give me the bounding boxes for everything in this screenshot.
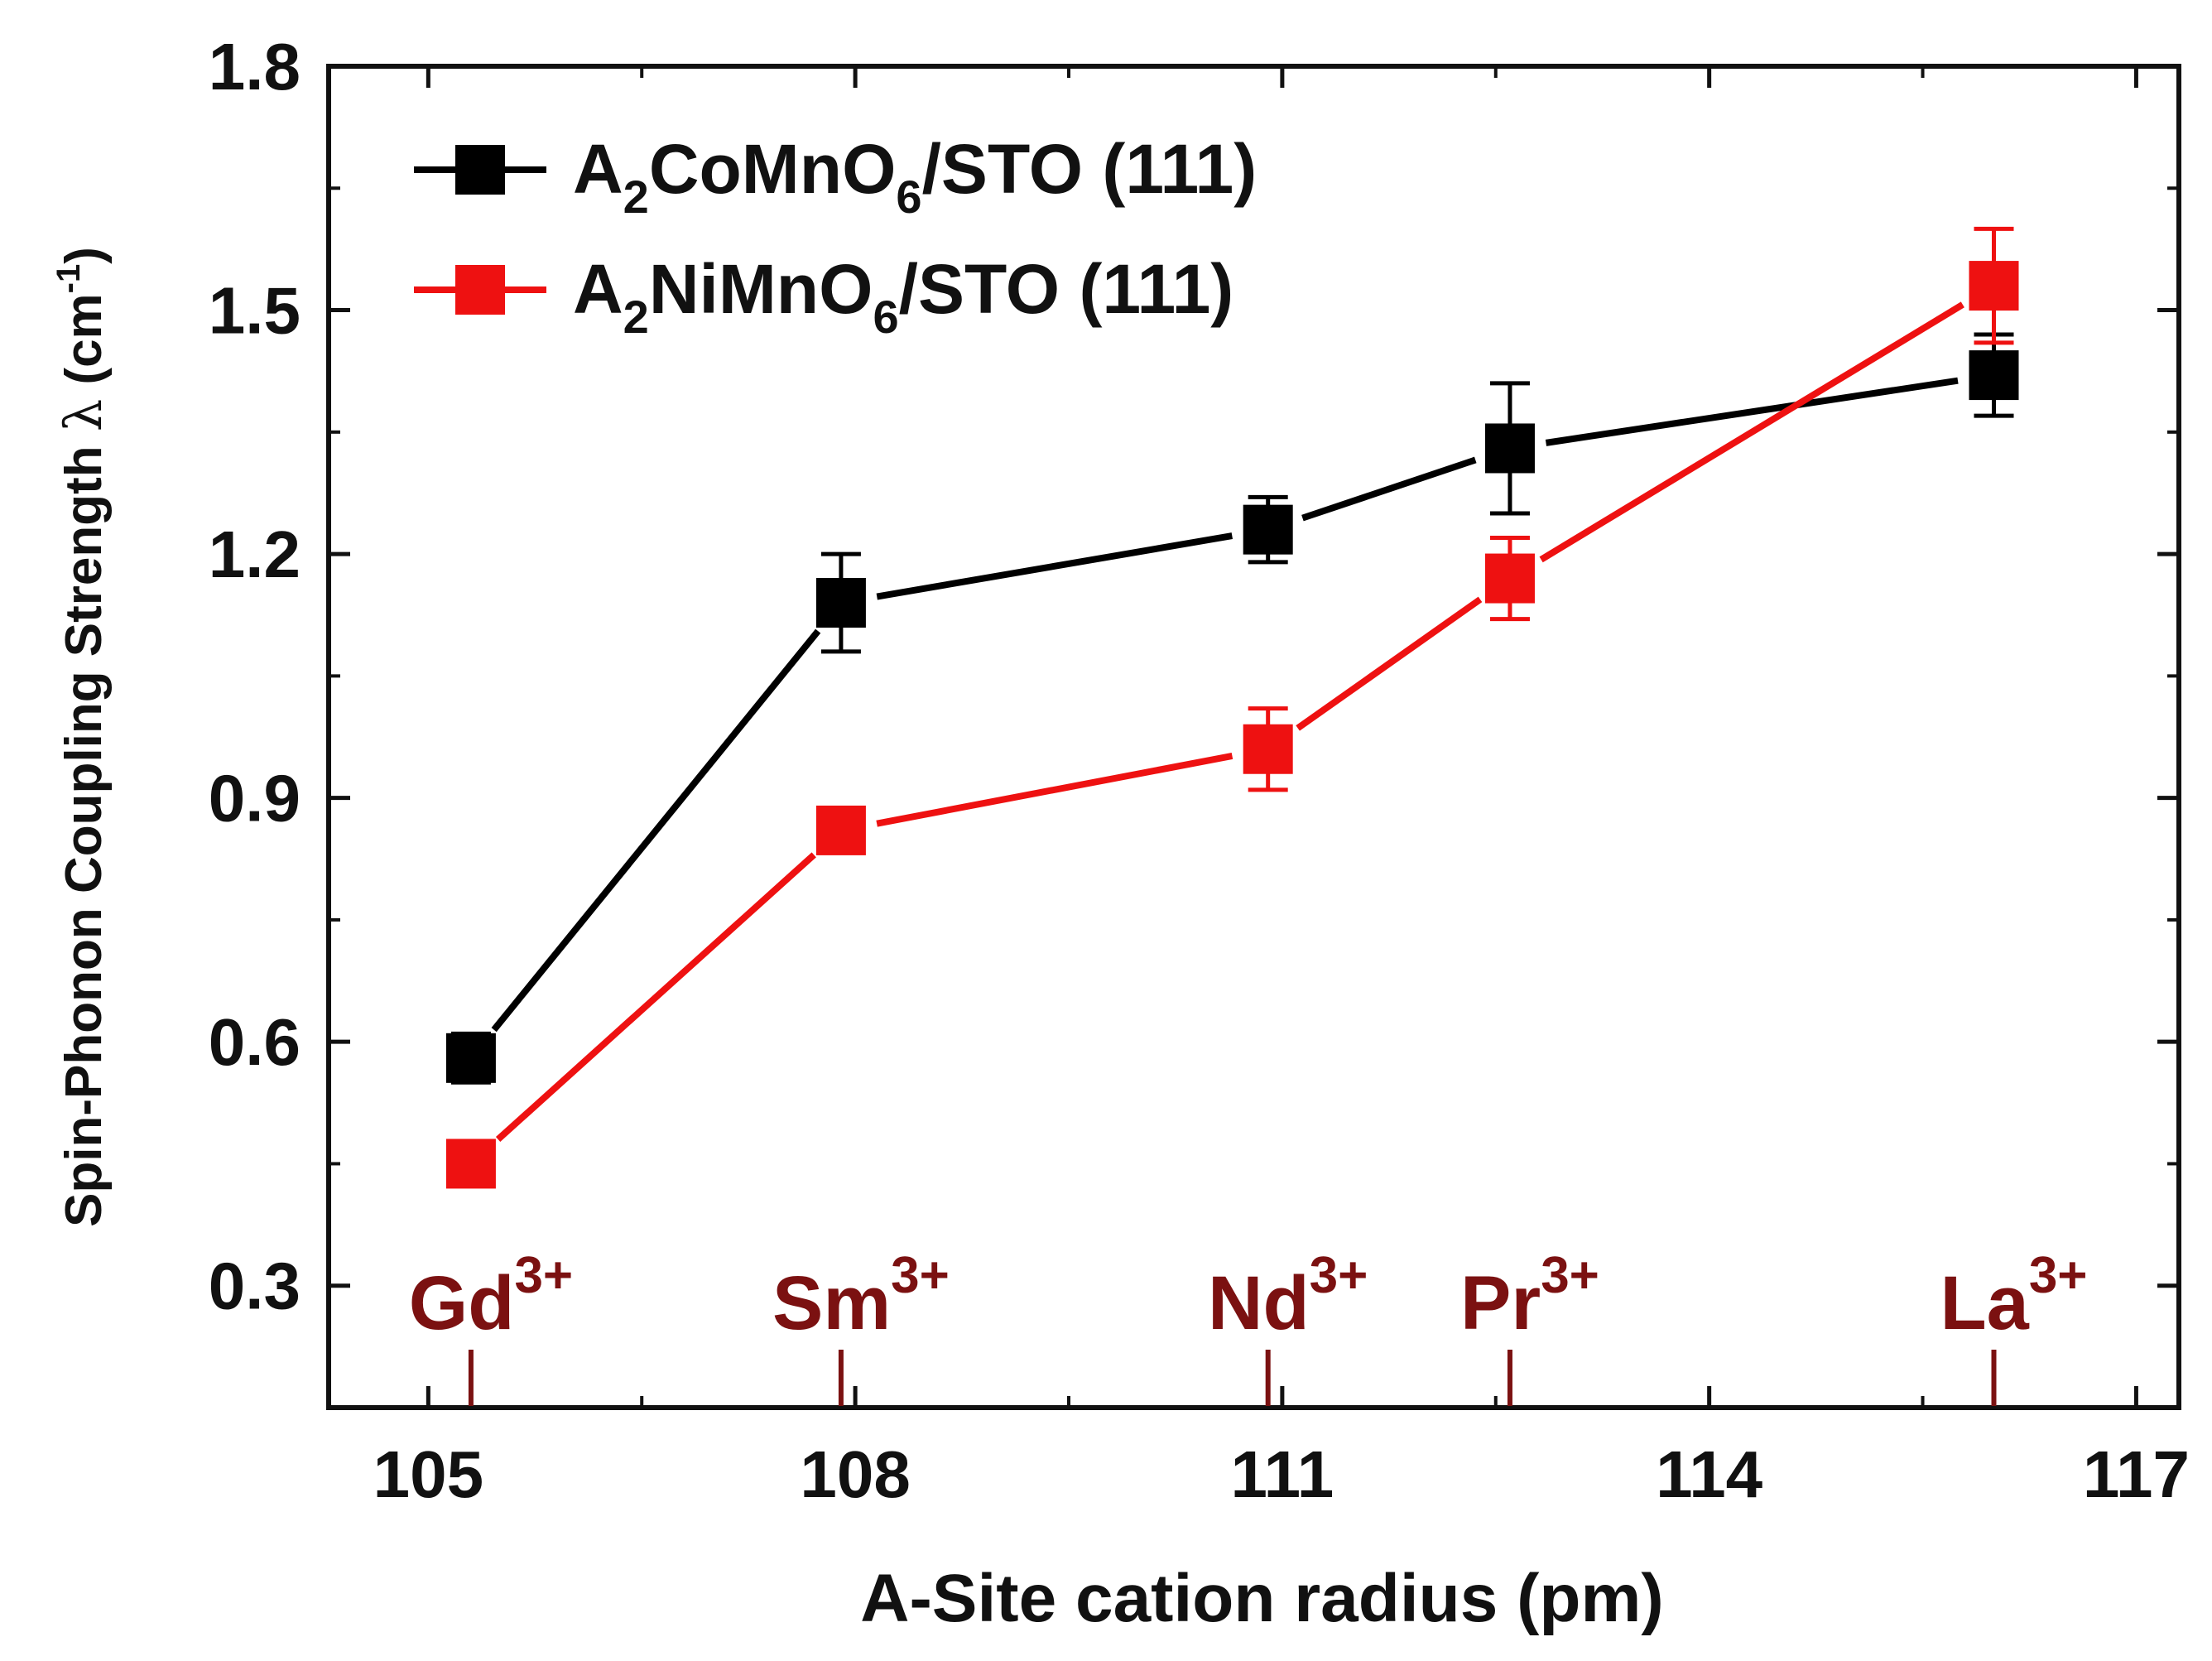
cation-label-pr: Pr3+ [1460, 1247, 1599, 1346]
legend-label-formula: NiMnO [649, 250, 873, 328]
series-line-segment [876, 753, 1233, 827]
y-tick-label: 0.3 [209, 1249, 301, 1323]
legend-label-subscript: 6 [896, 171, 921, 223]
cation-ion: Pr [1460, 1261, 1541, 1346]
legend-marker [455, 145, 505, 195]
y-axis-title: Spin-Phonon Coupling Strength λ (cm-1) [50, 247, 113, 1227]
y-axis-title-unit-exponent: -1 [50, 264, 87, 294]
x-tick-label: 105 [373, 1437, 483, 1511]
cation-label-gd: Gd3+ [409, 1247, 573, 1346]
cation-ion: La [1940, 1261, 2029, 1346]
series-line-segment [491, 628, 821, 1033]
cation-label-nd: Nd3+ [1208, 1247, 1368, 1346]
x-axis-title: A-Site cation radius (pm) [860, 1561, 1663, 1636]
x-tick-label: 117 [2083, 1437, 2190, 1511]
legend-marker [455, 265, 505, 315]
cation-charge: 3+ [2029, 1247, 2088, 1304]
series-line-segment [495, 852, 816, 1142]
cation-charge: 3+ [891, 1247, 950, 1304]
plot-frame [326, 64, 2181, 1410]
legend-label-subscript: 2 [623, 171, 649, 223]
cation-ion: Gd [409, 1261, 515, 1346]
data-point [1243, 504, 1293, 555]
series-line-segment [1301, 456, 1477, 522]
legend-label-suffix: /STO (111) [922, 130, 1257, 208]
y-axis-title-unit-close: ) [55, 247, 113, 264]
legend-entry-nimno: A2NiMnO6/STO (111) [414, 250, 1233, 343]
y-axis-title-main: Spin-Phonon Coupling Strength [55, 431, 113, 1227]
series-nimno [445, 226, 2019, 1189]
legend-label-suffix: /STO (111) [899, 250, 1234, 328]
cation-ion: Nd [1208, 1261, 1310, 1346]
data-point [445, 1033, 496, 1083]
data-point [1484, 423, 1535, 474]
x-tick-label: 111 [1231, 1437, 1334, 1511]
data-point [1969, 261, 2019, 311]
y-tick-label: 1.2 [209, 518, 301, 591]
legend-label-prefix: A [573, 130, 623, 208]
data-point [815, 805, 866, 855]
y-tick-label: 1.5 [209, 274, 301, 348]
legend-label: A2NiMnO6/STO (111) [573, 250, 1233, 343]
cation-label-sm: Sm3+ [772, 1247, 950, 1346]
series-comno [445, 332, 2019, 1085]
y-tick-label: 0.9 [209, 762, 301, 835]
x-tick-label: 108 [800, 1437, 910, 1511]
series-line-segment [1545, 377, 1959, 446]
cation-ion: Sm [772, 1261, 891, 1346]
y-axis-title-symbol: λ [53, 399, 113, 431]
y-tick-label: 1.8 [209, 30, 301, 104]
series-line-segment [1539, 301, 1964, 563]
data-point [1969, 350, 2019, 401]
legend-label-prefix: A [573, 250, 623, 328]
cation-charge: 3+ [1310, 1247, 1368, 1304]
cation-charge: 3+ [1541, 1247, 1599, 1304]
y-axis-title-unit: (cm [55, 293, 113, 398]
y-tick-label: 0.6 [209, 1005, 301, 1079]
series-line-segment [876, 532, 1233, 600]
data-point [1243, 724, 1293, 774]
legend-label: A2CoMnO6/STO (111) [573, 130, 1257, 223]
data-point [1484, 553, 1535, 604]
data-point [445, 1139, 496, 1189]
legend-label-formula: CoMnO [649, 130, 897, 208]
cation-label-la: La3+ [1940, 1247, 2087, 1346]
series-line-segment [1296, 596, 1483, 731]
legend-entry-comno: A2CoMnO6/STO (111) [414, 130, 1257, 223]
cation-charge: 3+ [514, 1247, 573, 1304]
legend-label-subscript: 6 [873, 291, 898, 343]
x-tick-label: 114 [1656, 1437, 1763, 1511]
data-point [815, 578, 866, 628]
legend-label-subscript: 2 [623, 291, 649, 343]
